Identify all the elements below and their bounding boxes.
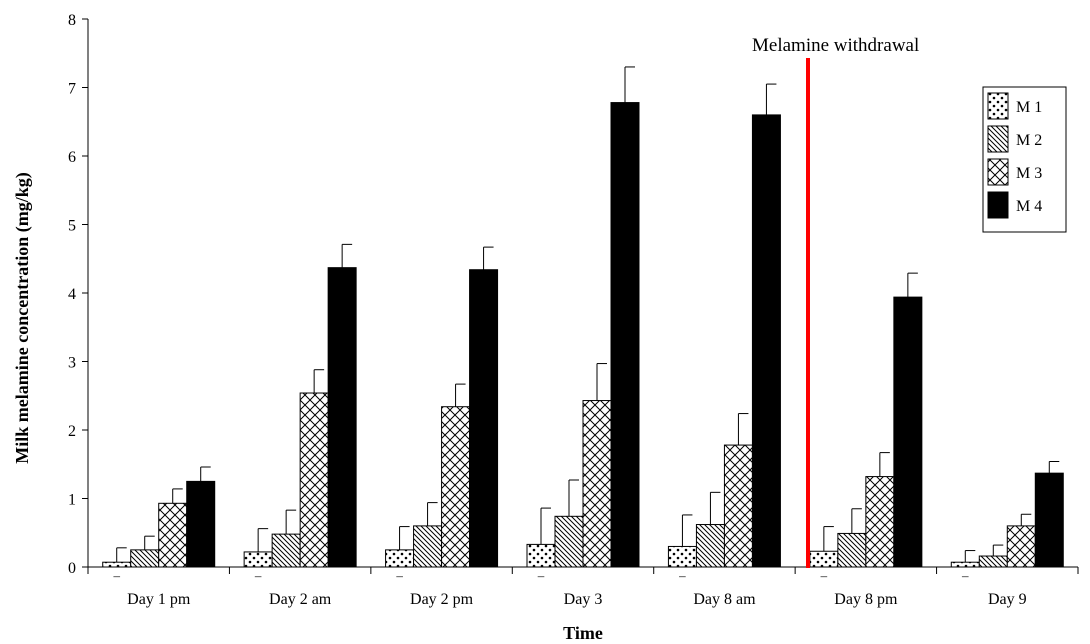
bar-m3 [1006, 525, 1036, 568]
bar-m2 [413, 525, 443, 568]
dash-mark: – [112, 568, 120, 583]
bar-m4 [610, 102, 640, 568]
y-tick-label: 1 [68, 492, 76, 509]
bar-m2 [837, 532, 867, 568]
axes: 0 1 2 3 4 5 6 7 8 Day 1 pm Day 2 am Day 2 pm Day 3 Da… [68, 12, 1079, 608]
y-tick-label: 0 [68, 560, 76, 577]
legend-label: M 2 [1016, 132, 1042, 149]
bars [102, 102, 1064, 568]
bar-m1 [526, 543, 556, 568]
x-tick-label: Day 2 pm [410, 591, 474, 608]
y-tick-label: 3 [68, 355, 76, 372]
y-tick-label: 2 [68, 423, 76, 440]
legend-label: M 1 [1016, 99, 1042, 116]
y-tick-label: 4 [68, 286, 76, 303]
legend: M 1 M 2 M 3 M 4 [982, 86, 1067, 233]
y-tick-label: 8 [68, 12, 76, 29]
bar-m3 [299, 392, 329, 568]
bar-m2 [978, 555, 1008, 568]
bar-m1 [243, 551, 273, 568]
dash-mark: – [395, 568, 403, 583]
y-tick-label: 6 [68, 149, 76, 166]
dash-mark: – [678, 568, 686, 583]
bar-m1 [385, 549, 415, 568]
dash-mark: – [537, 568, 545, 583]
dash-mark: – [961, 568, 969, 583]
error-bars [116, 66, 1060, 563]
x-tick-label: Day 3 [564, 591, 603, 608]
legend-swatch [987, 92, 1009, 120]
bar-m1 [667, 545, 697, 568]
bar-m3 [158, 502, 188, 568]
bar-m3 [582, 400, 612, 568]
dash-marks: – – – – – – – [112, 568, 969, 583]
dash-mark: – [820, 568, 828, 583]
bar-m3 [723, 444, 753, 568]
legend-label: M 4 [1016, 198, 1042, 215]
y-axis-title: Milk melamine concentration (mg/kg) [12, 172, 33, 463]
melamine-withdrawal-label: Melamine withdrawal [752, 35, 919, 56]
x-tick-label: Day 8 am [693, 591, 756, 608]
bar-m4 [893, 296, 923, 568]
x-tick-label: Day 8 pm [834, 591, 898, 608]
bar-m1 [102, 561, 132, 568]
y-tick-label: 5 [68, 218, 76, 235]
x-tick-label: Day 2 am [269, 591, 332, 608]
x-tick-label: Day 1 pm [127, 591, 191, 608]
x-tick-label: Day 9 [988, 591, 1027, 608]
bar-m2 [271, 533, 301, 568]
bar-m4 [327, 267, 357, 568]
bar-m4 [186, 480, 216, 568]
bar-m4 [751, 114, 781, 568]
bar-m2 [130, 549, 160, 568]
legend-label: M 3 [1016, 165, 1042, 182]
bar-m4 [469, 269, 499, 568]
legend-swatch [987, 158, 1009, 186]
dash-mark: – [254, 568, 262, 583]
bar-m4 [1034, 472, 1064, 568]
bar-m3 [865, 476, 895, 568]
bar-m1 [809, 550, 839, 568]
legend-swatch [987, 191, 1009, 219]
bar-m3 [441, 406, 471, 568]
y-tick-label: 7 [68, 81, 76, 98]
bar-m2 [554, 515, 584, 568]
bar-m2 [695, 524, 725, 568]
x-axis-title: Time [563, 623, 603, 643]
legend-swatch [987, 125, 1009, 153]
bar-m1 [950, 561, 980, 568]
